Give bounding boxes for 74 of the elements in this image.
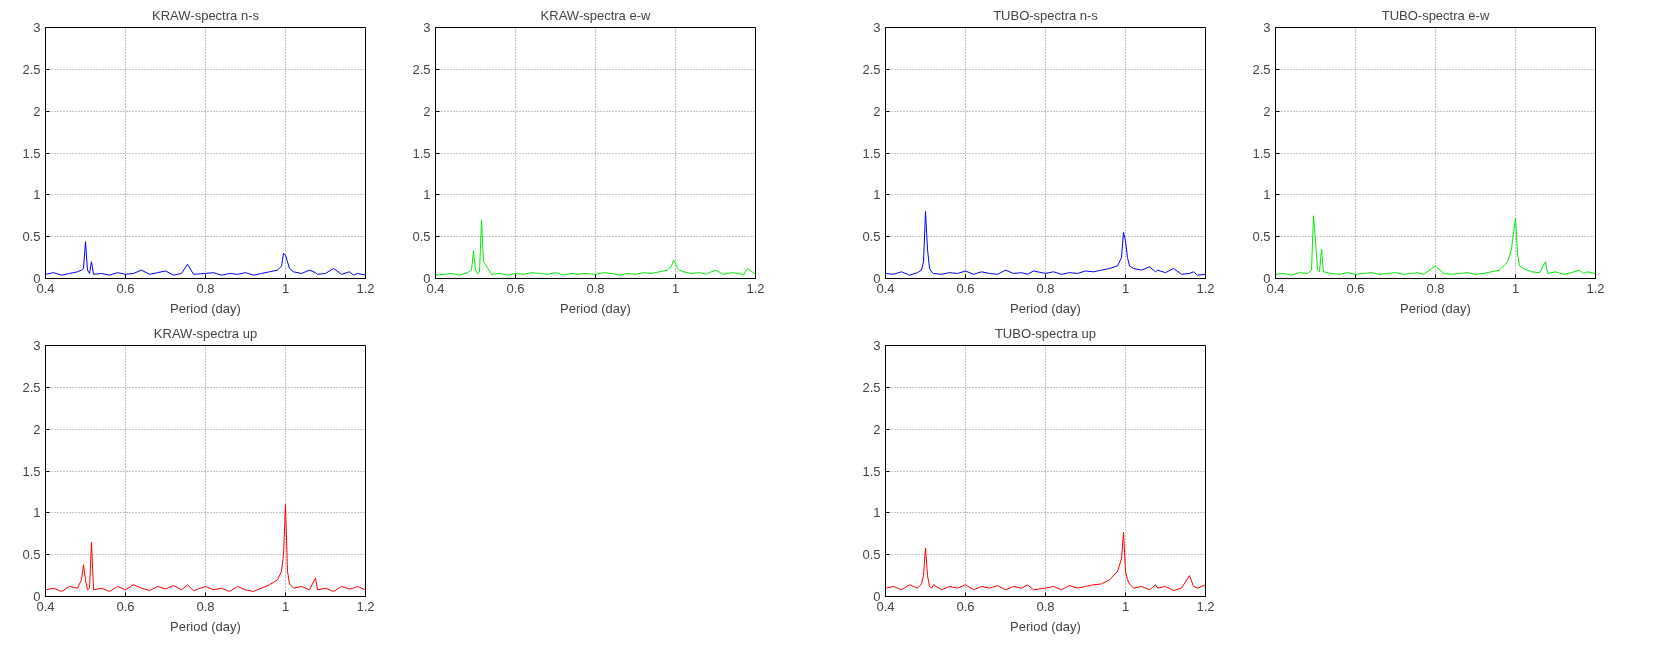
x-tick-label: 0.6 (506, 280, 525, 296)
chart-title: KRAW-spectra n-s (152, 7, 260, 23)
chart-title: KRAW-spectra up (153, 325, 258, 341)
x-tick-label: 1 (1121, 280, 1130, 296)
x-tick-label: 1.2 (1196, 598, 1215, 614)
chart-title: KRAW-spectra e-w (540, 7, 652, 23)
y-tick-label: 2 (423, 103, 431, 119)
y-tick-label: 1 (1263, 187, 1271, 203)
x-axis-title: Period (day) (1010, 300, 1081, 316)
y-tick-label: 1 (33, 505, 41, 521)
line-series (45, 503, 366, 592)
y-tick-label: 0.5 (412, 229, 431, 245)
y-tick-label: 3 (33, 338, 41, 353)
y-tick-label: 3 (423, 20, 431, 35)
chart-title: TUBO-spectra e-w (1381, 7, 1490, 23)
y-tick-label: 1.5 (862, 145, 881, 161)
y-tick-label: 1.5 (22, 145, 41, 161)
y-tick-label: 2.5 (22, 61, 41, 77)
x-tick-label: 0.8 (586, 280, 605, 296)
x-tick-label: 1 (1121, 598, 1130, 614)
x-tick-label: 1.2 (356, 598, 375, 614)
y-tick-label: 3 (873, 338, 881, 353)
x-tick-label: 1.2 (1196, 280, 1215, 296)
y-tick-label: 1 (873, 505, 881, 521)
y-tick-label: 0.5 (862, 229, 881, 245)
y-tick-label: 1.5 (1252, 145, 1271, 161)
x-axis-title: Period (day) (1400, 300, 1471, 316)
x-tick-label: 0.6 (1346, 280, 1365, 296)
y-tick-label: 3 (1263, 20, 1271, 35)
x-axis-title: Period (day) (170, 300, 241, 316)
y-tick-label: 0.5 (862, 547, 881, 563)
y-tick-label: 3 (873, 20, 881, 35)
x-tick-label: 1.2 (746, 280, 765, 296)
x-tick-label: 0.8 (1426, 280, 1445, 296)
x-tick-label: 0.8 (196, 598, 215, 614)
y-tick-label: 1.5 (862, 463, 881, 479)
x-tick-label: 0.6 (956, 280, 975, 296)
y-tick-label: 2.5 (22, 379, 41, 395)
y-tick-label: 2 (33, 103, 41, 119)
y-tick-label: 3 (33, 20, 41, 35)
y-tick-label: 0.5 (22, 547, 41, 563)
x-tick-label: 0.8 (1036, 280, 1055, 296)
y-tick-label: 0.5 (1252, 229, 1271, 245)
x-tick-label: 1.2 (356, 280, 375, 296)
y-tick-label: 1 (873, 187, 881, 203)
y-tick-label: 2 (873, 421, 881, 437)
y-tick-label: 2 (33, 421, 41, 437)
y-tick-label: 2.5 (412, 61, 431, 77)
y-tick-label: 2.5 (1252, 61, 1271, 77)
y-tick-label: 1.5 (412, 145, 431, 161)
x-tick-label: 0.6 (116, 280, 135, 296)
line-series (885, 531, 1206, 592)
x-tick-label: 1 (281, 280, 290, 296)
x-axis-title: Period (day) (1010, 618, 1081, 634)
x-tick-label: 0.6 (116, 598, 135, 614)
x-tick-label: 1 (1511, 280, 1520, 296)
y-tick-label: 2.5 (862, 379, 881, 395)
x-axis-title: Period (day) (560, 300, 631, 316)
y-tick-label: 2 (873, 103, 881, 119)
y-tick-label: 0.5 (22, 229, 41, 245)
x-tick-label: 1 (281, 598, 290, 614)
chart-title: TUBO-spectra n-s (993, 7, 1099, 23)
chart-title: TUBO-spectra up (994, 325, 1097, 341)
y-tick-label: 2.5 (862, 61, 881, 77)
x-tick-label: 0.8 (1036, 598, 1055, 614)
x-tick-label: 1 (671, 280, 680, 296)
x-tick-label: 0.6 (956, 598, 975, 614)
y-tick-label: 2 (1263, 103, 1271, 119)
y-tick-label: 1 (33, 187, 41, 203)
y-tick-label: 1.5 (22, 463, 41, 479)
x-tick-label: 0.8 (196, 280, 215, 296)
x-axis-title: Period (day) (170, 618, 241, 634)
x-tick-label: 1.2 (1586, 280, 1605, 296)
y-tick-label: 1 (423, 187, 431, 203)
